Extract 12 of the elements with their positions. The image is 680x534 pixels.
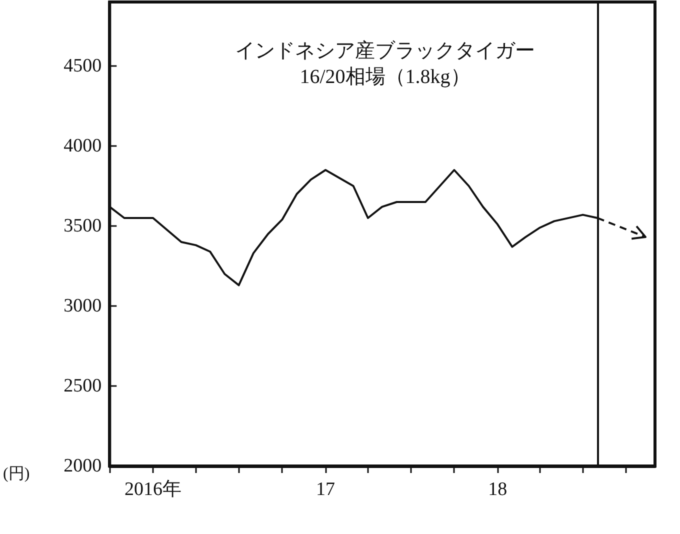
text: インドネシア産ブラックタイガー — [235, 40, 535, 62]
x-tick-label: 2016年 — [124, 479, 182, 500]
text: 16/20相場（1.8kg） — [300, 66, 470, 88]
y-tick-label: 4500 — [64, 56, 102, 76]
y-tick-label: 4000 — [64, 136, 102, 156]
x-tick-label: 18 — [488, 479, 508, 500]
y-tick-label: 3500 — [64, 216, 102, 236]
y-axis-title: (円) — [3, 466, 30, 482]
y-tick-label: 3000 — [64, 296, 102, 316]
x-tick-label: 17 — [316, 479, 336, 500]
y-tick-label: 2500 — [64, 376, 102, 396]
y-tick-label: 2000 — [64, 456, 102, 476]
